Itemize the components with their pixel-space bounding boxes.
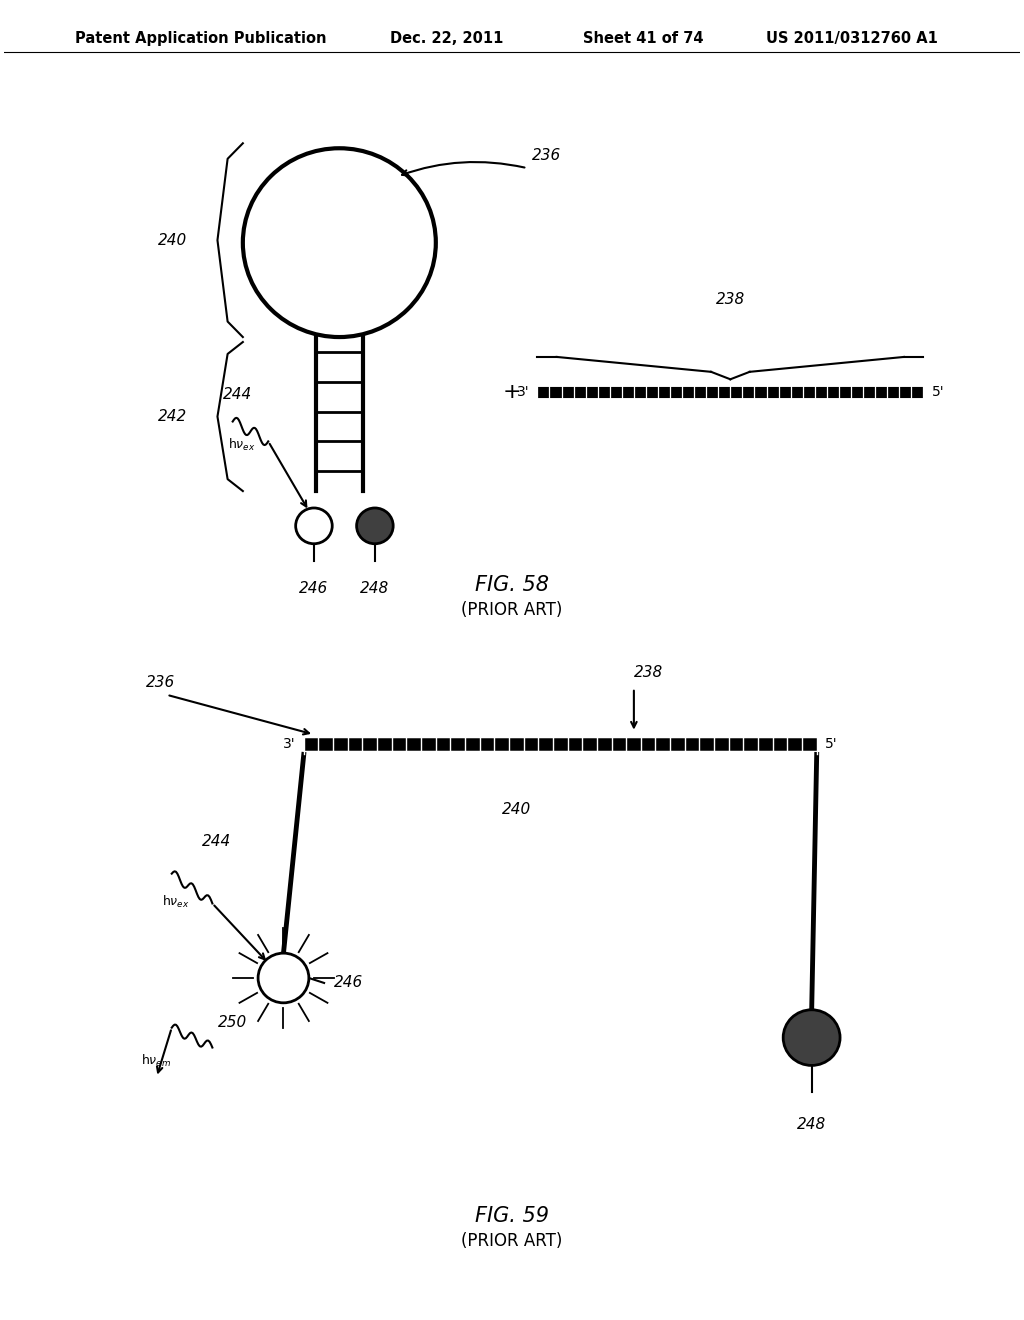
Text: 246: 246	[299, 581, 329, 595]
Text: Sheet 41 of 74: Sheet 41 of 74	[583, 32, 703, 46]
Text: 246: 246	[334, 975, 364, 990]
Text: 240: 240	[502, 801, 531, 817]
Text: Patent Application Publication: Patent Application Publication	[75, 32, 327, 46]
Text: 238: 238	[634, 665, 664, 680]
Text: 3': 3'	[517, 384, 529, 399]
Text: h$\nu_{em}$: h$\nu_{em}$	[141, 1052, 171, 1069]
Text: Dec. 22, 2011: Dec. 22, 2011	[390, 32, 504, 46]
Text: 240: 240	[158, 232, 187, 248]
Text: 248: 248	[797, 1117, 826, 1133]
Text: 244: 244	[202, 834, 231, 849]
Text: 3': 3'	[283, 738, 296, 751]
Text: 244: 244	[222, 387, 252, 401]
Circle shape	[296, 508, 332, 544]
Text: h$\nu_{ex}$: h$\nu_{ex}$	[227, 437, 255, 453]
Text: 238: 238	[716, 292, 745, 308]
Text: 5': 5'	[932, 384, 944, 399]
Text: FIG. 59: FIG. 59	[475, 1206, 549, 1226]
Text: US 2011/0312760 A1: US 2011/0312760 A1	[766, 32, 938, 46]
Circle shape	[783, 1010, 840, 1065]
Text: (PRIOR ART): (PRIOR ART)	[462, 1233, 562, 1250]
Text: 248: 248	[360, 581, 389, 595]
Text: 5': 5'	[824, 738, 838, 751]
Text: +: +	[503, 381, 521, 401]
Text: 236: 236	[146, 675, 175, 690]
Text: 236: 236	[532, 148, 561, 164]
Text: FIG. 58: FIG. 58	[475, 576, 549, 595]
Text: (PRIOR ART): (PRIOR ART)	[462, 602, 562, 619]
Circle shape	[356, 508, 393, 544]
Text: h$\nu_{ex}$: h$\nu_{ex}$	[162, 894, 189, 909]
Text: 250: 250	[217, 1015, 247, 1030]
Circle shape	[258, 953, 309, 1003]
Text: 242: 242	[158, 409, 187, 424]
